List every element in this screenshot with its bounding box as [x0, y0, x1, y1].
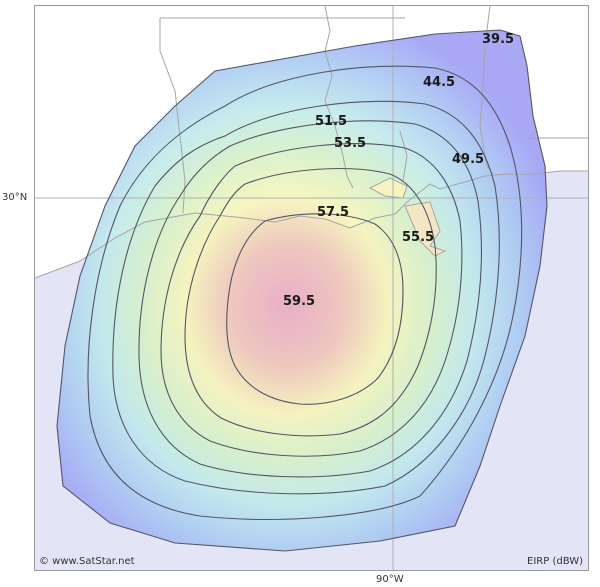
contour-57-5 [226, 213, 404, 405]
label-57-5: 57.5 [317, 205, 349, 220]
contour-49-5 [112, 100, 500, 495]
coverage-map: 39.5 44.5 49.5 51.5 53.5 55.5 57.5 59.5 … [34, 5, 589, 571]
contour-44-5 [87, 65, 523, 520]
label-49-5: 49.5 [452, 152, 484, 167]
label-39-5: 39.5 [482, 32, 514, 47]
legend-label: EIRP (dBW) [527, 556, 583, 567]
delta-island [368, 177, 408, 199]
state-border-5 [399, 130, 408, 182]
contour-lines [56, 29, 548, 552]
state-border-2 [159, 18, 186, 214]
contour-51-5 [138, 120, 482, 478]
label-51-5: 51.5 [315, 114, 347, 129]
longitude-label: 90°W [376, 574, 404, 585]
coverage-fill [57, 30, 547, 551]
eirp-footprint-map: 39.5 44.5 49.5 51.5 53.5 55.5 57.5 59.5 [35, 6, 588, 570]
river-border [324, 6, 354, 189]
contour-55-5 [184, 168, 437, 437]
label-55-5: 55.5 [402, 230, 434, 245]
label-44-5: 44.5 [423, 75, 455, 90]
coastline [35, 170, 588, 279]
state-border-3 [479, 6, 494, 175]
latitude-label: 30°N [2, 192, 28, 203]
contour-53-5 [160, 143, 463, 457]
copyright-text: © www.SatStar.net [39, 556, 135, 567]
contour-39-5 [56, 29, 548, 552]
delta-lobe [404, 201, 447, 257]
label-59-5: 59.5 [283, 294, 315, 309]
label-53-5: 53.5 [334, 136, 366, 151]
